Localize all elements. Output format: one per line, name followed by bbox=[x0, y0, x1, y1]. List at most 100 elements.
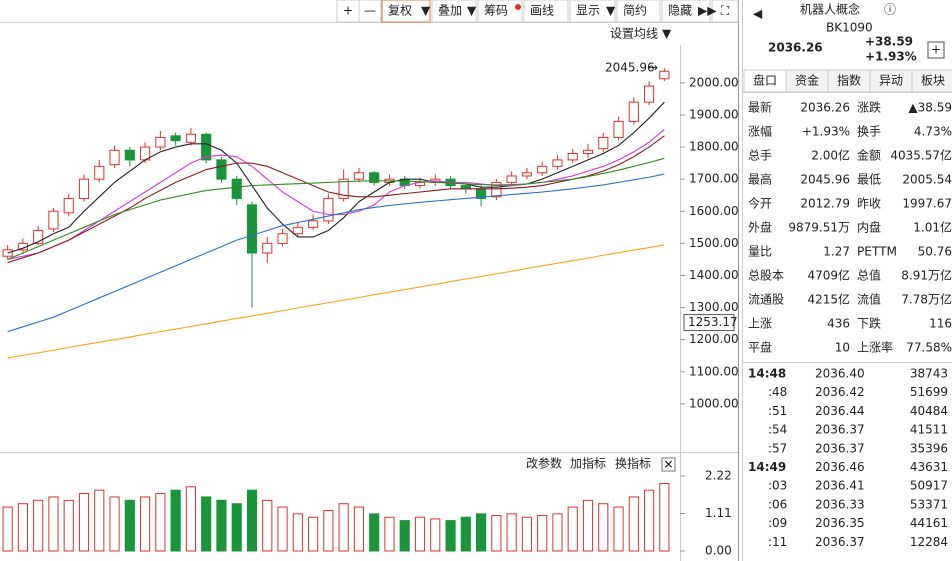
candle-body bbox=[216, 159, 227, 180]
candle-body bbox=[124, 149, 135, 161]
toolbar-button[interactable] bbox=[661, 0, 711, 23]
toolbar-button-label: 画线 bbox=[530, 4, 554, 18]
trade-price: 2036.35 bbox=[815, 516, 865, 530]
stat-value: 9879.51万 bbox=[788, 221, 850, 235]
volume-bar bbox=[185, 486, 196, 552]
stat-value: 1.27 bbox=[823, 245, 850, 259]
trade-time: :11 bbox=[768, 535, 787, 549]
candle-body bbox=[201, 133, 212, 161]
y-tick-label: 2000.00 bbox=[689, 75, 739, 89]
zoom-out-icon: — bbox=[364, 4, 376, 18]
zoom-out-button[interactable] bbox=[358, 0, 382, 23]
candle-body bbox=[659, 70, 670, 80]
candle-body bbox=[48, 210, 59, 230]
fullscreen-button[interactable] bbox=[711, 0, 739, 23]
candle-body bbox=[109, 149, 120, 166]
stat-label: 总手 bbox=[748, 149, 772, 163]
trade-time: :06 bbox=[768, 497, 787, 511]
volume-bar bbox=[353, 506, 364, 552]
toolbar-button[interactable] bbox=[431, 0, 477, 23]
y-tick-label: 1700.00 bbox=[689, 172, 739, 186]
prev-arrow[interactable]: ◀ bbox=[753, 7, 763, 21]
tab[interactable] bbox=[911, 69, 952, 93]
trade-volume: 38743 bbox=[910, 367, 948, 381]
toolbar-button[interactable] bbox=[523, 0, 569, 23]
stat-value: 50.76 bbox=[918, 245, 952, 259]
volume-bar bbox=[506, 513, 517, 552]
dropdown-arrow: ▼ bbox=[467, 4, 477, 18]
stat-label: 平盘 bbox=[748, 340, 772, 355]
toolbar-button-label: 隐藏 bbox=[668, 4, 692, 18]
candle-body bbox=[155, 136, 166, 148]
toolbar-button[interactable] bbox=[569, 0, 616, 23]
close-button[interactable] bbox=[661, 457, 676, 472]
ma-setting[interactable]: 设置均线 bbox=[610, 27, 658, 41]
stat-label: 涨幅 bbox=[748, 124, 772, 139]
y-tick-label: 1.11 bbox=[705, 506, 732, 520]
candle-body bbox=[246, 204, 258, 254]
trade-price: 2036.46 bbox=[815, 460, 865, 474]
toolbar-button[interactable] bbox=[477, 0, 523, 23]
candle-body bbox=[308, 220, 319, 228]
ma-line bbox=[7, 244, 665, 359]
volume-bar bbox=[262, 499, 273, 552]
stat-value: 436 bbox=[827, 317, 850, 331]
volume-bar bbox=[201, 496, 212, 552]
trade-time: 14:49 bbox=[748, 460, 786, 474]
cursor-price-box bbox=[683, 314, 735, 332]
ma-line bbox=[7, 157, 665, 260]
stat-value: 116 bbox=[929, 317, 952, 331]
volume-bar bbox=[17, 503, 28, 552]
volume-bar bbox=[109, 496, 120, 552]
trade-price: 2036.37 bbox=[815, 535, 865, 549]
stat-label: 流值 bbox=[857, 292, 881, 307]
toolbar-button-label: 筹码 bbox=[484, 4, 508, 18]
ma-line bbox=[7, 101, 665, 254]
toolbar-button[interactable] bbox=[616, 0, 661, 23]
add-button[interactable] bbox=[927, 41, 945, 59]
candle-body bbox=[353, 172, 364, 180]
volume-bar bbox=[155, 493, 166, 552]
trade-volume: 12284 bbox=[910, 535, 948, 549]
indicator-button[interactable]: 加指标 bbox=[570, 456, 606, 471]
tab-label: 指数 bbox=[837, 73, 861, 88]
trade-price: 2036.44 bbox=[815, 404, 865, 418]
stat-label: 外盘 bbox=[748, 220, 772, 235]
candle-body bbox=[185, 133, 196, 143]
trade-price: 2036.42 bbox=[815, 385, 865, 399]
tab-label: 盘口 bbox=[753, 73, 777, 88]
stat-value: 1997.67 bbox=[902, 197, 952, 211]
candle-body bbox=[552, 159, 563, 167]
volume-bar bbox=[460, 516, 471, 552]
volume-bar bbox=[78, 493, 90, 552]
y-tick-label: 1100.00 bbox=[689, 364, 739, 378]
stat-value: 2005.54 bbox=[902, 173, 952, 187]
quote-change: +38.59 bbox=[865, 35, 913, 49]
candle-body bbox=[628, 101, 639, 122]
candle-body bbox=[292, 226, 303, 235]
indicator-button[interactable]: 换指标 bbox=[615, 456, 651, 471]
volume-bar bbox=[445, 520, 456, 552]
stat-label: 最低 bbox=[857, 173, 881, 187]
stat-value: +1.93% bbox=[802, 125, 850, 139]
volume-bar bbox=[63, 499, 74, 552]
volume-bar bbox=[567, 506, 578, 552]
toolbar-button-label: 叠加 bbox=[438, 4, 462, 18]
trade-time: :48 bbox=[768, 385, 787, 399]
candle-body bbox=[537, 165, 548, 174]
stat-label: PETTM bbox=[857, 245, 897, 259]
candle-body bbox=[33, 230, 44, 244]
volume-bar bbox=[537, 515, 548, 552]
stat-value: 4.73% bbox=[914, 125, 952, 139]
volume-bar bbox=[246, 489, 258, 552]
volume-bar bbox=[430, 518, 441, 552]
fullscreen-icon: ⛶ bbox=[720, 4, 730, 18]
trade-volume: 40484 bbox=[910, 404, 948, 418]
toolbar-button[interactable] bbox=[381, 0, 431, 23]
stat-value: ▲38.59 bbox=[908, 101, 952, 115]
indicator-button[interactable]: 改参数 bbox=[526, 456, 562, 471]
trade-price: 2036.37 bbox=[815, 423, 865, 437]
y-tick-label: 1800.00 bbox=[689, 140, 739, 154]
high-marker: 2045.96 bbox=[605, 61, 655, 75]
